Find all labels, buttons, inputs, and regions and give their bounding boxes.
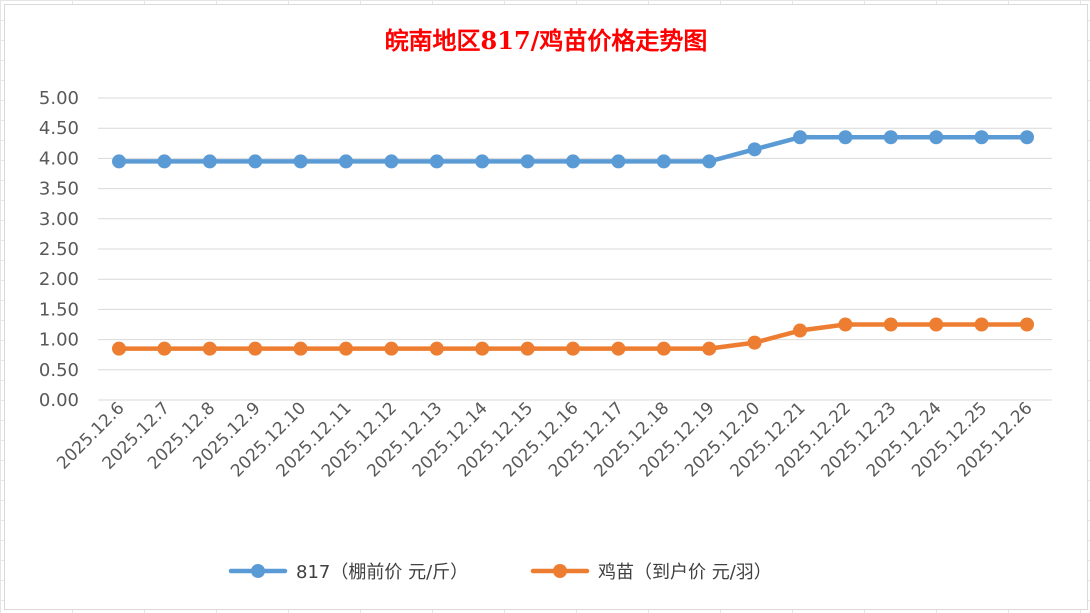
data-point[interactable] bbox=[157, 154, 172, 169]
data-point[interactable] bbox=[929, 130, 944, 145]
y-tick-label: 0.00 bbox=[39, 390, 79, 411]
series-lines bbox=[112, 130, 1034, 356]
data-point[interactable] bbox=[747, 142, 762, 157]
data-point[interactable] bbox=[793, 323, 807, 338]
data-point[interactable] bbox=[702, 154, 717, 169]
data-point[interactable] bbox=[566, 154, 580, 169]
data-point[interactable] bbox=[475, 154, 490, 169]
data-point[interactable] bbox=[1020, 130, 1034, 145]
y-tick-label: 3.50 bbox=[39, 179, 79, 200]
legend-item[interactable]: 鸡苗（到户价 元/羽） bbox=[530, 562, 772, 583]
data-point[interactable] bbox=[112, 154, 126, 169]
data-point[interactable] bbox=[202, 341, 217, 356]
y-tick-label: 1.00 bbox=[39, 330, 79, 351]
data-point[interactable] bbox=[202, 154, 217, 169]
legend: 817（棚前价 元/斤） 鸡苗（到户价 元/羽） bbox=[228, 562, 772, 583]
y-tick-label: 4.50 bbox=[39, 118, 79, 139]
data-point[interactable] bbox=[339, 154, 353, 169]
data-point[interactable] bbox=[747, 335, 762, 350]
data-point[interactable] bbox=[974, 130, 989, 145]
y-tick-label: 4.00 bbox=[39, 148, 79, 169]
y-tick-label: 0.50 bbox=[39, 360, 79, 381]
data-point[interactable] bbox=[384, 341, 399, 356]
data-point[interactable] bbox=[384, 154, 399, 169]
data-point[interactable] bbox=[702, 341, 717, 356]
data-point[interactable] bbox=[838, 130, 853, 145]
legend-marker bbox=[251, 564, 265, 578]
y-axis-ticks: 0.00 0.50 1.00 1.50 2.00 2.50 3.00 3.50 4.00 4.50… bbox=[39, 88, 79, 411]
legend-marker bbox=[553, 564, 567, 578]
data-point[interactable] bbox=[611, 154, 626, 169]
data-point[interactable] bbox=[974, 317, 989, 332]
legend-label: 鸡苗（到户价 元/羽） bbox=[598, 562, 772, 583]
series-1 bbox=[112, 130, 1034, 169]
data-point[interactable] bbox=[929, 317, 944, 332]
data-point[interactable] bbox=[475, 341, 490, 356]
y-tick-label: 3.00 bbox=[39, 209, 79, 230]
data-point[interactable] bbox=[520, 341, 535, 356]
data-point[interactable] bbox=[883, 130, 898, 145]
series-2 bbox=[112, 317, 1034, 356]
data-point[interactable] bbox=[293, 341, 308, 356]
data-point[interactable] bbox=[611, 341, 626, 356]
data-point[interactable] bbox=[1020, 317, 1034, 332]
chart-area[interactable]: 皖南地区817/鸡苗价格走势图 0.00 0.50 1.00 1.50 2.00 2.50… bbox=[4, 4, 1088, 610]
data-point[interactable] bbox=[656, 341, 671, 356]
data-point[interactable] bbox=[293, 154, 308, 169]
data-point[interactable] bbox=[429, 154, 444, 169]
data-point[interactable] bbox=[520, 154, 535, 169]
data-point[interactable] bbox=[248, 154, 263, 169]
legend-item[interactable]: 817（棚前价 元/斤） bbox=[228, 562, 468, 583]
legend-label: 817（棚前价 元/斤） bbox=[296, 562, 468, 583]
line-chart: 皖南地区817/鸡苗价格走势图 0.00 0.50 1.00 1.50 2.00 2.50… bbox=[39, 26, 1052, 583]
data-point[interactable] bbox=[429, 341, 444, 356]
data-point[interactable] bbox=[339, 341, 353, 356]
y-tick-label: 5.00 bbox=[39, 88, 79, 109]
data-point[interactable] bbox=[793, 130, 807, 145]
data-point[interactable] bbox=[883, 317, 898, 332]
y-tick-label: 2.50 bbox=[39, 239, 79, 260]
data-point[interactable] bbox=[248, 341, 263, 356]
data-point[interactable] bbox=[157, 341, 172, 356]
data-point[interactable] bbox=[656, 154, 671, 169]
chart-title: 皖南地区817/鸡苗价格走势图 bbox=[385, 26, 708, 55]
data-point[interactable] bbox=[838, 317, 853, 332]
data-point[interactable] bbox=[566, 341, 580, 356]
y-tick-label: 1.50 bbox=[39, 299, 79, 320]
x-axis-ticks: 2025.12.62025.12.72025.12.82025.12.92025… bbox=[53, 398, 1036, 481]
data-point[interactable] bbox=[112, 341, 126, 356]
y-tick-label: 2.00 bbox=[39, 269, 79, 290]
